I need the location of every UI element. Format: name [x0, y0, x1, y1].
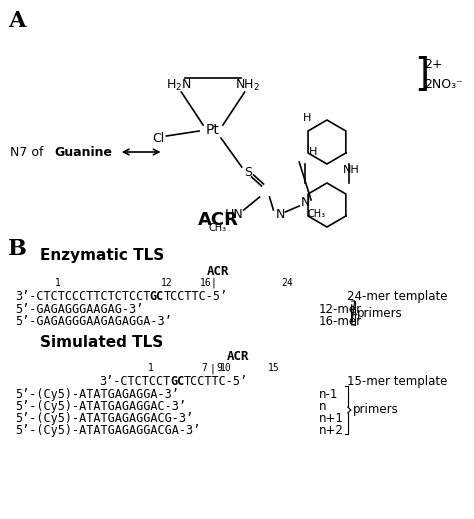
Text: 2NO₃⁻: 2NO₃⁻ [424, 78, 463, 91]
Text: 16: 16 [200, 278, 212, 288]
Text: |: | [210, 278, 216, 289]
Text: Enzymatic TLS: Enzymatic TLS [40, 248, 164, 263]
Text: B: B [8, 238, 27, 260]
Text: CH₃: CH₃ [308, 209, 326, 219]
Text: HN: HN [224, 208, 243, 221]
Text: S: S [244, 166, 252, 179]
Text: primers: primers [353, 403, 399, 417]
Text: ACR: ACR [227, 350, 249, 363]
Text: N7 of: N7 of [10, 145, 47, 158]
Text: 5’-GAGAGGGAAGAG-3’: 5’-GAGAGGGAAGAG-3’ [15, 303, 143, 316]
Text: 5’-GAGAGGGAAGAGAGGA-3’: 5’-GAGAGGGAAGAGAGGA-3’ [15, 315, 172, 328]
Text: 5’-(Cy5)-ATATGAGAGGACG-3’: 5’-(Cy5)-ATATGAGAGGACG-3’ [15, 412, 193, 425]
Text: N: N [276, 208, 285, 221]
Text: TCCTTC-5’: TCCTTC-5’ [184, 375, 248, 388]
Text: n: n [319, 400, 327, 413]
Text: H: H [309, 147, 317, 157]
Text: n+1: n+1 [319, 412, 344, 425]
Text: 2+: 2+ [424, 59, 443, 72]
Text: 5’-(Cy5)-ATATGAGAGGACGA-3’: 5’-(Cy5)-ATATGAGAGGACGA-3’ [15, 424, 200, 437]
Text: NH: NH [343, 165, 360, 175]
Text: 15-mer template: 15-mer template [347, 375, 447, 388]
Text: GC: GC [170, 375, 184, 388]
Text: |: | [209, 363, 215, 374]
Text: 24-mer template: 24-mer template [347, 290, 447, 303]
Text: 1: 1 [55, 278, 60, 288]
Text: 3’-CTCTCCT: 3’-CTCTCCT [99, 375, 170, 388]
Text: TCCTTC-5’: TCCTTC-5’ [164, 290, 228, 303]
Text: 1: 1 [148, 363, 154, 373]
Text: 3’-CTCTCCCTTCTCTCCT: 3’-CTCTCCCTTCTCTCCT [15, 290, 150, 303]
Text: 24: 24 [282, 278, 293, 288]
Text: 7: 7 [201, 363, 207, 373]
Text: 16-mer: 16-mer [319, 315, 362, 328]
Text: GC: GC [149, 290, 164, 303]
Text: ACR: ACR [207, 265, 229, 278]
Text: Cl: Cl [152, 131, 164, 144]
Text: 15: 15 [267, 363, 279, 373]
Text: Pt: Pt [206, 123, 220, 137]
Text: H$_2$N: H$_2$N [165, 77, 191, 92]
Text: n+2: n+2 [319, 424, 344, 437]
Text: 5’-(Cy5)-ATATGAGAGGA-3’: 5’-(Cy5)-ATATGAGAGGA-3’ [15, 388, 179, 401]
Text: N: N [301, 196, 310, 209]
Text: 5’-(Cy5)-ATATGAGAGGAC-3’: 5’-(Cy5)-ATATGAGAGGAC-3’ [15, 400, 186, 413]
Text: 10: 10 [220, 363, 232, 373]
Text: Simulated TLS: Simulated TLS [40, 335, 163, 350]
Text: 9: 9 [216, 363, 222, 373]
Text: ACR: ACR [198, 211, 238, 229]
Text: NH$_2$: NH$_2$ [235, 77, 260, 92]
Text: H: H [303, 113, 311, 123]
Text: A: A [8, 10, 25, 32]
Text: Guanine: Guanine [55, 145, 112, 158]
Text: CH₃: CH₃ [209, 223, 227, 233]
Text: 12-mer: 12-mer [319, 303, 362, 316]
Text: 12: 12 [161, 278, 173, 288]
Text: n-1: n-1 [319, 388, 338, 401]
Text: ]: ] [414, 56, 429, 94]
Text: primers: primers [356, 307, 402, 320]
